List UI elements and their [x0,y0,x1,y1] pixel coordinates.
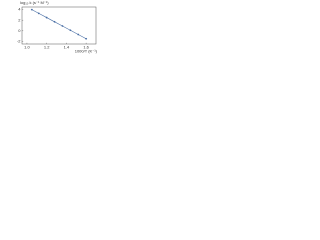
page: log₁₀ k (s⁻¹ M⁻¹) 1000/T (K⁻¹) 1.0 1.2 1.4… [0,0,320,54]
chart: log₁₀ k (s⁻¹ M⁻¹) 1000/T (K⁻¹) 1.0 1.2 1.4… [0,0,100,54]
x-tick-label: 1.2 [44,45,50,50]
fit-line [31,9,87,39]
x-tick-label: 1.6 [83,45,89,50]
data-point [53,20,56,23]
data-point [69,29,72,32]
y-tick-label: -2 [17,38,21,43]
y-tick-label: 2 [18,17,21,22]
data-point [61,25,64,27]
data-point [30,8,33,11]
data-point [45,16,48,19]
x-axis-title: 1000/T (K⁻¹) [75,49,98,54]
x-tick-label: 1.4 [64,45,70,50]
y-axis-title: log₁₀ k (s⁻¹ M⁻¹) [20,0,49,5]
data-point [37,12,40,15]
y-tick-label: 4 [18,7,21,12]
plot-frame [21,6,97,45]
y-tick-label: 0 [18,28,21,33]
x-tick-label: 1.0 [24,45,30,50]
data-point [77,33,80,36]
data-point [85,37,88,40]
background [0,0,100,54]
